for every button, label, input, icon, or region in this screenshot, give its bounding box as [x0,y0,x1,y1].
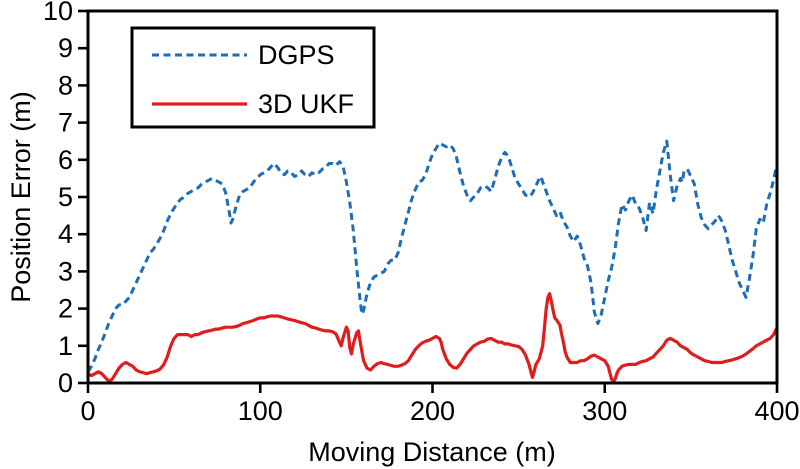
y-tick-label: 4 [58,219,73,249]
y-axis-title: Position Error (m) [6,91,36,303]
series-line-3d-ukf [87,292,779,383]
x-axis-title: Moving Distance (m) [308,437,556,467]
y-tick-label: 6 [58,145,73,175]
x-tick-label: 400 [754,396,799,426]
legend-3dukf-label: 3D UKF [258,89,354,119]
y-tick-label: 8 [58,70,73,100]
y-tick-label: 5 [58,182,73,212]
legend: DGPS 3D UKF [130,26,376,129]
plot-border [86,9,779,385]
y-tick-label: 9 [58,33,73,63]
y-tick-label: 3 [58,256,73,286]
axis-ticks: 0 100 200 300 400 0 1 2 3 4 5 6 7 8 9 10 [43,0,800,426]
series-line-dgps [86,139,779,373]
y-tick-label: 0 [58,368,73,398]
y-tick-label: 10 [43,0,73,26]
data-series [86,139,779,383]
legend-box [130,26,376,129]
x-tick-label: 200 [410,396,455,426]
y-tick-label: 1 [58,331,73,361]
x-tick-label: 0 [80,396,95,426]
x-tick-label: 100 [238,396,283,426]
legend-dgps-label: DGPS [258,40,335,70]
y-tick-label: 2 [58,294,73,324]
y-tick-label: 7 [58,108,73,138]
x-tick-label: 300 [582,396,627,426]
